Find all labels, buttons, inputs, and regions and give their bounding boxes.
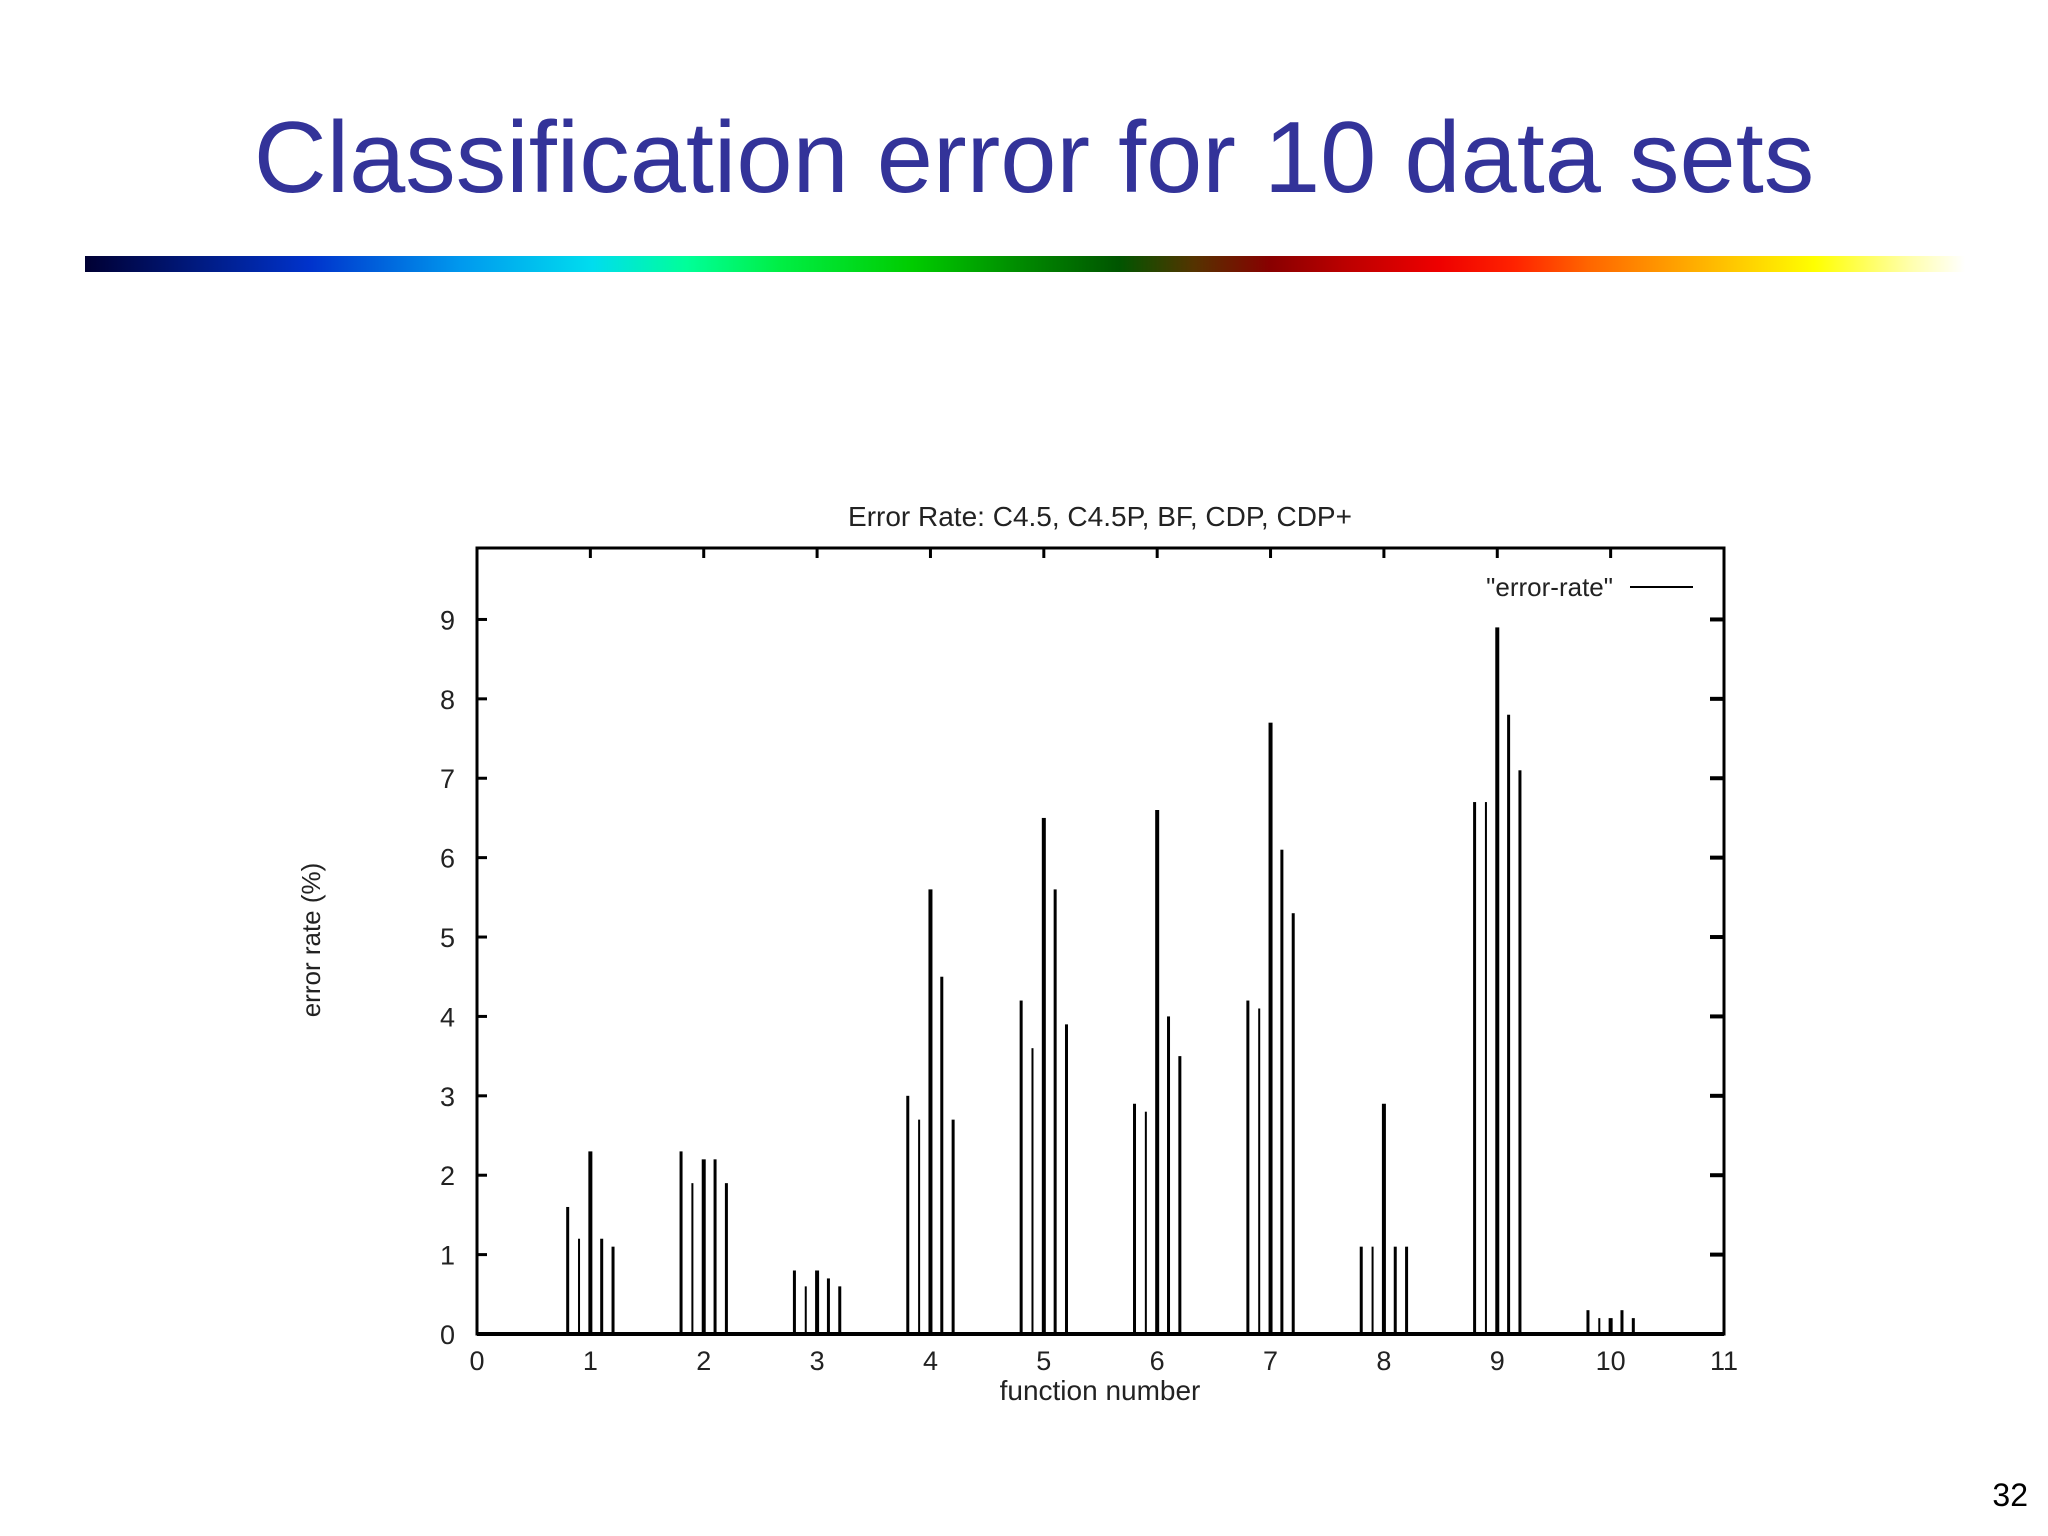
- bar: [1167, 1016, 1171, 1334]
- bar: [826, 1278, 830, 1334]
- bar: [1155, 810, 1160, 1334]
- bar: [1620, 1310, 1624, 1334]
- y-tick-label: 1: [440, 1241, 455, 1271]
- bar: [1518, 770, 1522, 1334]
- bar: [1053, 889, 1057, 1334]
- bar: [1405, 1246, 1409, 1334]
- bar: [1586, 1310, 1590, 1334]
- bar: [1598, 1318, 1601, 1334]
- bar: [1507, 714, 1511, 1334]
- bar: [804, 1286, 807, 1334]
- axis-ticks: 0 1 2 3 4 5 6 7 8 9 10 11 0 1 2 3 4 5 6 7 8 9: [440, 548, 1738, 1376]
- bar: [1019, 1000, 1023, 1334]
- bar: [1371, 1246, 1374, 1334]
- y-tick-label: 4: [440, 1002, 455, 1032]
- y-tick-label: 7: [440, 764, 455, 794]
- bar: [838, 1286, 842, 1334]
- bar: [724, 1183, 728, 1334]
- page-number: 32: [1992, 1477, 2028, 1513]
- x-tick-label: 4: [923, 1346, 938, 1376]
- y-tick-label: 6: [440, 844, 455, 874]
- bar: [1280, 849, 1284, 1334]
- bar: [1484, 802, 1487, 1334]
- x-tick-label: 9: [1490, 1346, 1505, 1376]
- x-tick-label: 1: [583, 1346, 598, 1376]
- bar: [1246, 1000, 1250, 1334]
- bar: [918, 1119, 921, 1334]
- plot-frame: [475, 546, 1726, 1336]
- legend: "error-rate": [1486, 572, 1693, 602]
- bar: [1381, 1103, 1386, 1334]
- bar: [951, 1119, 955, 1334]
- bar: [940, 976, 944, 1334]
- bar: [588, 1151, 593, 1334]
- bar: [1258, 1008, 1261, 1334]
- x-tick-label: 5: [1036, 1346, 1051, 1376]
- y-axis-label: error rate (%): [296, 863, 326, 1018]
- bar: [792, 1270, 796, 1334]
- rainbow-divider: [85, 256, 1965, 272]
- legend-label: "error-rate": [1486, 572, 1613, 602]
- bar: [691, 1183, 694, 1334]
- bar: [611, 1246, 615, 1334]
- bar: [1268, 722, 1273, 1334]
- x-tick-label: 3: [810, 1346, 825, 1376]
- bar: [713, 1159, 717, 1334]
- bar: [1064, 1024, 1068, 1334]
- bar: [1178, 1056, 1182, 1334]
- bar: [1495, 627, 1500, 1334]
- bar: [578, 1238, 581, 1334]
- bar: [1041, 817, 1046, 1334]
- slide-title: Classification error for 10 data sets: [253, 102, 1815, 214]
- bar: [815, 1270, 820, 1334]
- x-tick-label: 2: [696, 1346, 711, 1376]
- bar: [928, 889, 933, 1334]
- bar: [1031, 1048, 1034, 1334]
- bar: [1359, 1246, 1363, 1334]
- y-tick-label: 0: [440, 1320, 455, 1350]
- bar: [1393, 1246, 1397, 1334]
- y-tick-label: 9: [440, 605, 455, 635]
- x-tick-label: 6: [1150, 1346, 1165, 1376]
- y-tick-label: 2: [440, 1161, 455, 1191]
- bar: [600, 1238, 604, 1334]
- x-tick-label: 11: [1710, 1346, 1738, 1376]
- bar: [1144, 1111, 1147, 1334]
- x-tick-label: 10: [1596, 1346, 1626, 1376]
- y-tick-label: 3: [440, 1082, 455, 1112]
- bars: [566, 627, 1635, 1334]
- x-tick-label: 8: [1376, 1346, 1391, 1376]
- x-axis-label: function number: [1000, 1375, 1201, 1406]
- bar: [679, 1151, 683, 1334]
- bar: [701, 1159, 706, 1334]
- bar: [1631, 1318, 1635, 1334]
- bar: [1473, 802, 1477, 1334]
- bar: [906, 1095, 910, 1334]
- bar: [1291, 913, 1295, 1334]
- y-tick-label: 8: [440, 685, 455, 715]
- bar: [1133, 1103, 1137, 1334]
- x-tick-label: 0: [469, 1346, 484, 1376]
- x-tick-label: 7: [1263, 1346, 1278, 1376]
- y-tick-label: 5: [440, 923, 455, 953]
- bar: [566, 1206, 570, 1334]
- bar: [1608, 1318, 1613, 1334]
- chart-title: Error Rate: C4.5, C4.5P, BF, CDP, CDP+: [848, 501, 1352, 532]
